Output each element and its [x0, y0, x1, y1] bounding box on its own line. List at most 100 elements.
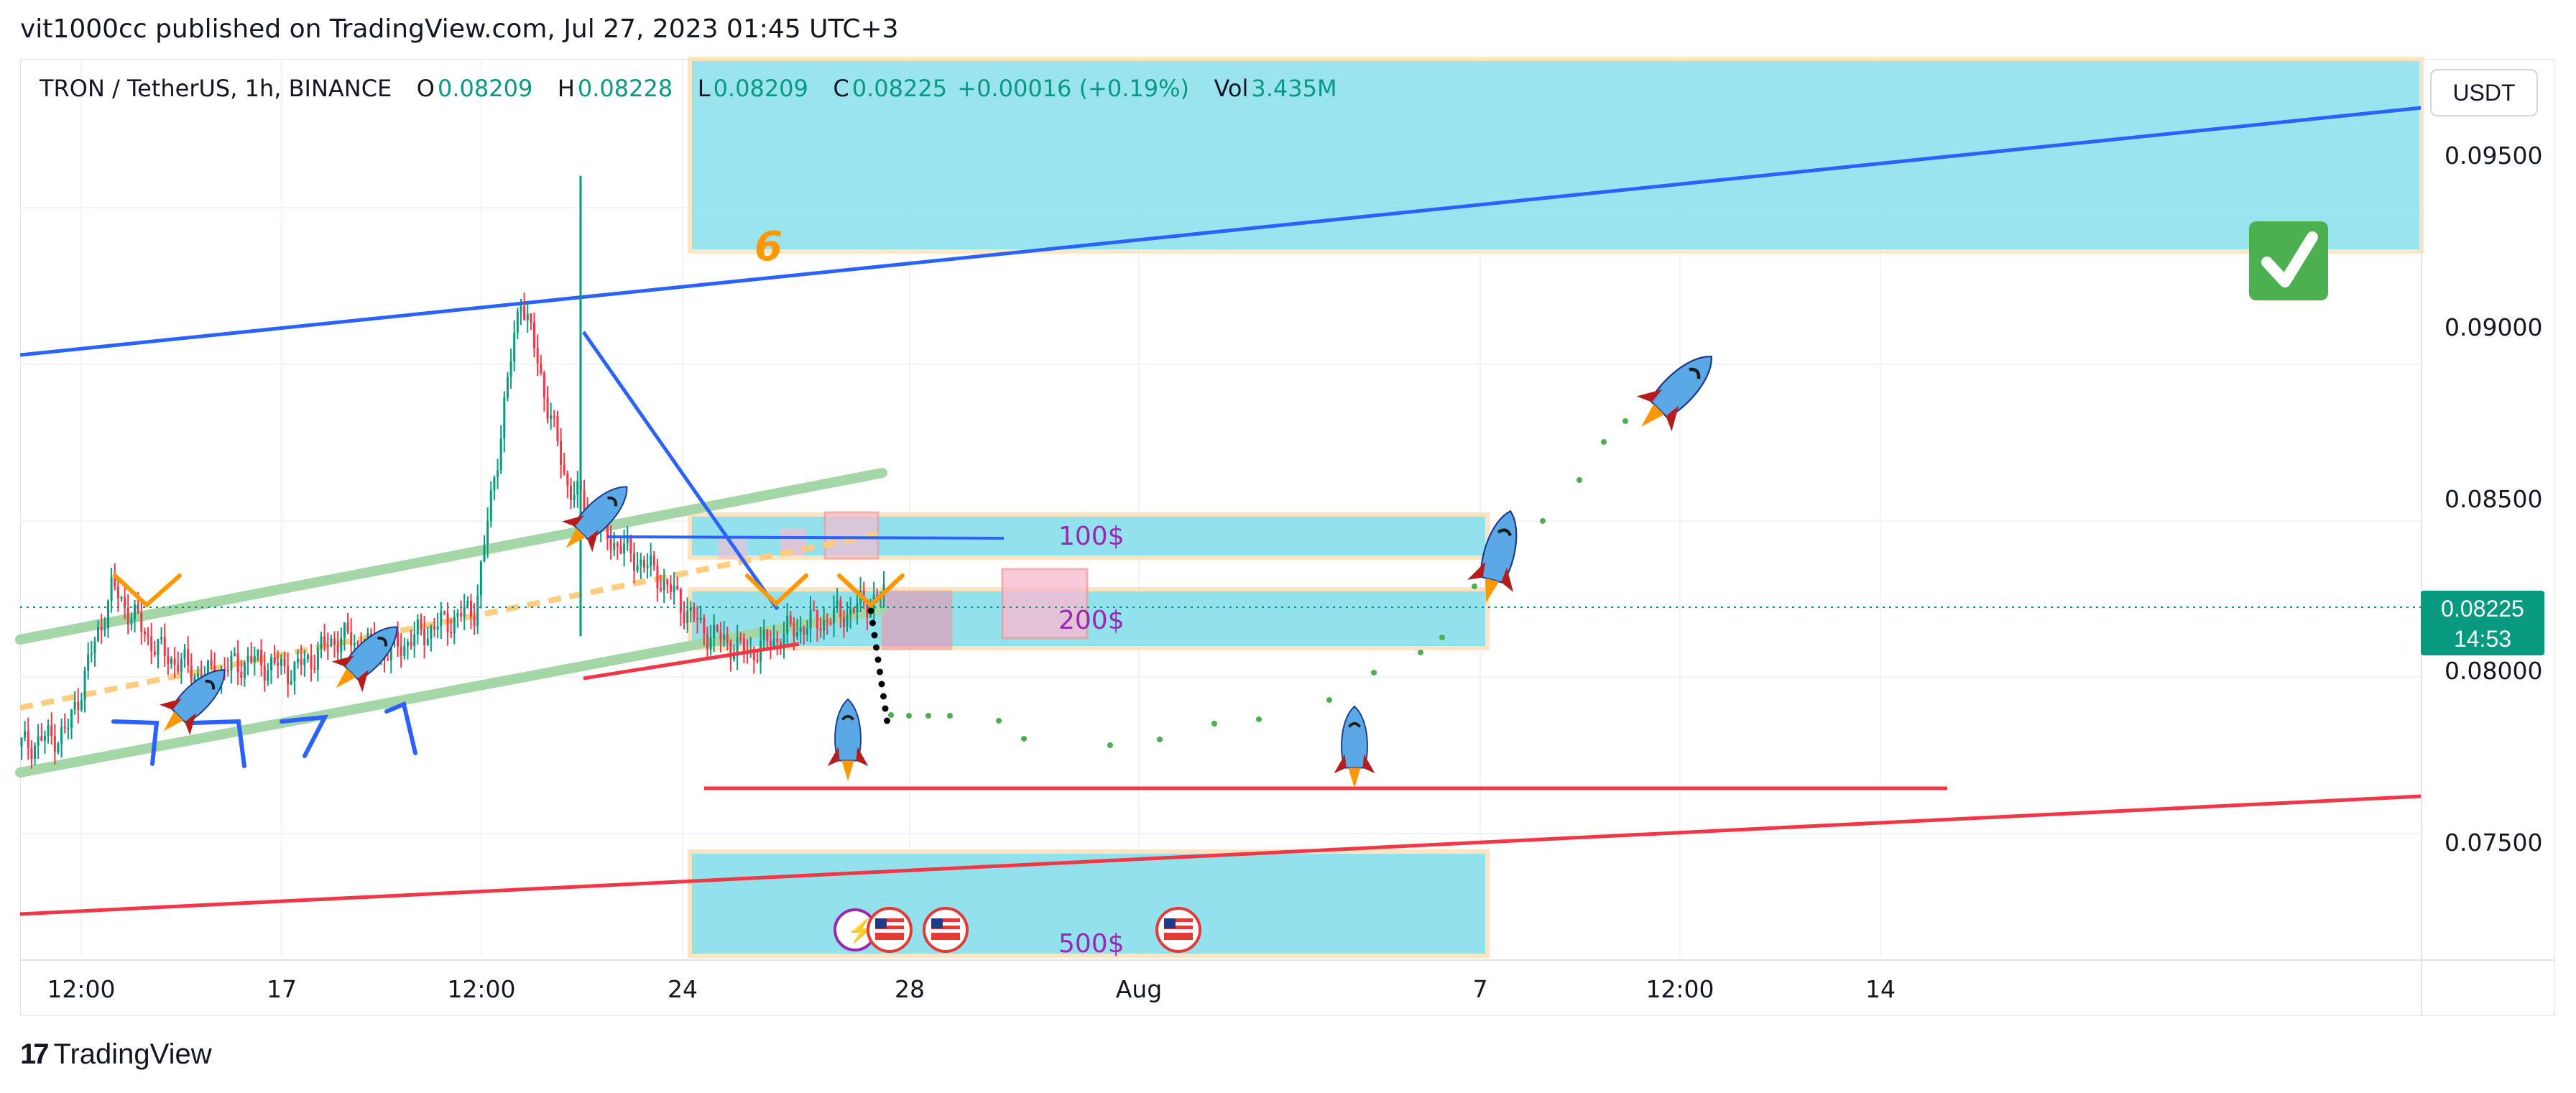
candle-body — [803, 627, 805, 635]
candle-body — [124, 597, 126, 608]
currency-button[interactable]: USDT — [2430, 69, 2538, 116]
candle-body — [469, 600, 472, 617]
candle-body — [513, 333, 516, 361]
close-value: 0.08225 — [851, 75, 948, 102]
candle-body — [642, 560, 645, 568]
candle-body — [333, 638, 336, 645]
candle-body — [110, 576, 113, 601]
candle-body — [183, 649, 186, 659]
candle-body — [523, 306, 526, 320]
green-dot-path — [888, 418, 1628, 748]
candle-body — [546, 397, 549, 419]
candle-body — [819, 628, 822, 631]
price-tick-label: 0.08000 — [2445, 657, 2542, 685]
candle-body — [40, 736, 43, 741]
price-tick-label: 0.09000 — [2445, 313, 2542, 341]
candle-body — [140, 613, 143, 632]
candle-body — [573, 494, 576, 500]
black-dot-path — [867, 607, 890, 724]
candle-body — [63, 727, 66, 729]
projection-dot — [867, 607, 874, 614]
candle-body — [456, 613, 459, 617]
candle-body — [116, 586, 119, 599]
candle-body — [623, 543, 626, 554]
candle-body — [257, 650, 259, 657]
volume-label: Vol — [1214, 75, 1249, 102]
candle-body — [346, 622, 349, 632]
candle-body — [713, 624, 716, 639]
tradingview-logo[interactable]: 17 TradingView — [20, 1038, 212, 1071]
candle-body — [226, 670, 229, 672]
candle-body — [269, 657, 272, 670]
candle-body — [263, 665, 266, 681]
candle-body — [476, 595, 479, 627]
wave-number-label: 6 — [754, 223, 783, 270]
candle-body — [277, 663, 280, 666]
candle-body — [776, 638, 779, 642]
candle-body — [836, 600, 839, 608]
candle-body — [762, 629, 765, 641]
candle-body — [556, 416, 559, 441]
time-axis[interactable]: 12:00 17 12:00 24 28 Aug 7 12:00 14 — [47, 975, 1896, 1003]
projection-dot — [1157, 737, 1163, 742]
candle-body — [786, 615, 789, 634]
time-tick-label: 12:00 — [47, 975, 115, 1003]
candle-body — [583, 490, 586, 512]
projection-dot — [1326, 697, 1332, 703]
candle-body — [406, 642, 409, 646]
candle-body — [106, 601, 109, 629]
candle-body — [606, 515, 609, 539]
candle-body — [856, 603, 859, 612]
candle-body — [729, 641, 732, 660]
pink-box — [881, 590, 953, 650]
candle-body — [240, 671, 243, 678]
candle-body — [520, 306, 522, 312]
candle-body — [440, 611, 443, 627]
candle-body — [499, 438, 502, 471]
candle-body — [516, 311, 519, 333]
candle-body — [137, 604, 139, 614]
candle-body — [177, 664, 180, 672]
candle-body — [497, 470, 499, 478]
candle-body — [306, 655, 309, 659]
candle-body — [852, 608, 855, 612]
candle-body — [250, 655, 253, 663]
candle-body — [846, 614, 849, 627]
candle-body — [536, 348, 539, 364]
candle-body — [343, 622, 346, 639]
candle-body — [699, 617, 702, 620]
candle-body — [57, 744, 60, 752]
candle-body — [696, 618, 699, 620]
candle-body — [679, 589, 682, 613]
candle-body — [663, 579, 665, 591]
blue-horizontal — [606, 535, 1005, 540]
candle-body — [466, 600, 469, 607]
candle-body — [486, 521, 489, 545]
candle-body — [236, 653, 239, 672]
candle-body — [287, 665, 290, 685]
last-price-value: 0.08225 — [2441, 596, 2524, 622]
projection-dot — [884, 717, 890, 724]
blue-drop-line — [581, 331, 780, 611]
candle-body — [77, 701, 80, 710]
candle-body — [796, 632, 799, 637]
candle-body — [416, 619, 419, 635]
price-axis[interactable]: 0.09500 0.09000 0.08500 0.08000 0.07500 — [2445, 142, 2542, 857]
candle-body — [293, 662, 296, 681]
candle-body — [323, 636, 326, 645]
tradingview-logo-icon: 17 — [20, 1038, 49, 1070]
projection-dot — [880, 693, 887, 700]
candle-body — [120, 597, 123, 599]
candle-body — [210, 660, 213, 666]
red-short-line — [583, 642, 800, 681]
candle-body — [290, 681, 292, 685]
candle-body — [553, 415, 555, 418]
candle-body — [147, 634, 149, 637]
candle-body — [340, 638, 343, 652]
candle-body — [756, 660, 759, 662]
orange-v-markers — [113, 573, 905, 609]
projection-dot — [878, 681, 885, 688]
projection-dot — [1107, 742, 1113, 748]
candle-body — [483, 544, 486, 562]
